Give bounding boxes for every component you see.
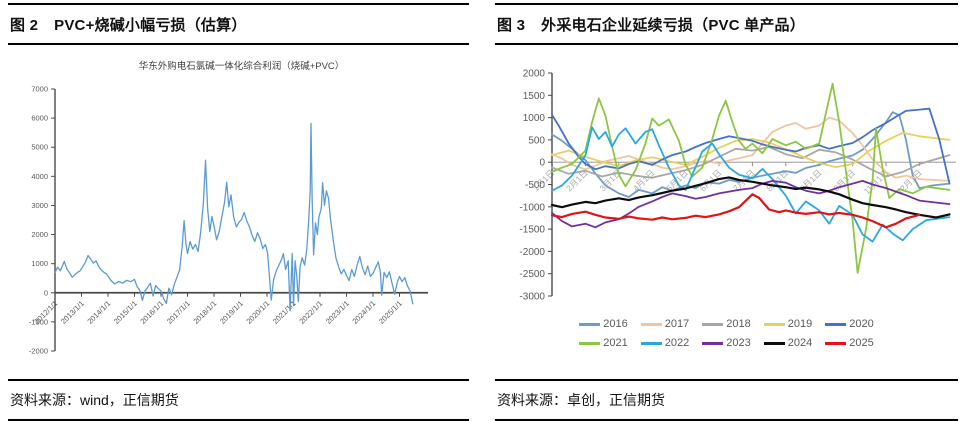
svg-text:-1000: -1000 <box>519 202 545 213</box>
figure2-source: 资料来源：wind，正信期货 <box>8 379 469 421</box>
svg-text:-500: -500 <box>525 180 545 191</box>
svg-text:2025/1/1: 2025/1/1 <box>377 299 404 326</box>
legend-label: 2021 <box>603 337 628 349</box>
svg-text:0: 0 <box>539 158 545 169</box>
svg-text:2024/1/1: 2024/1/1 <box>350 299 377 326</box>
legend-swatch <box>763 322 785 326</box>
legend-label: 2024 <box>787 337 813 349</box>
legend-swatch <box>763 341 785 345</box>
chlor-alkali-profit-line-chart: 华东外购电石氯碱一体化综合利润（烧碱+PVC） -2000 -1000 0 1000 20… <box>29 60 428 355</box>
legend-item-2025: 2025 <box>825 337 874 349</box>
legend-swatch <box>702 341 724 345</box>
svg-text:2019/1/1: 2019/1/1 <box>218 299 245 326</box>
svg-text:500: 500 <box>528 135 545 146</box>
figure3-title-row: 图 3 外采电石企业延续亏损（PVC 单产品） <box>495 3 958 45</box>
svg-text:6000: 6000 <box>31 114 48 123</box>
figure3-source: 资料来源：卓创，正信期货 <box>495 379 958 421</box>
svg-text:7000: 7000 <box>31 85 48 94</box>
pvc-single-product-loss-line-chart: -3000 -2500 -2000 -1500 -1000 -500 0 500 1000 150… <box>519 69 956 303</box>
svg-text:2000: 2000 <box>523 69 546 80</box>
legend-item-2018: 2018 <box>702 318 751 330</box>
svg-text:1500: 1500 <box>523 91 546 102</box>
legend-label: 2023 <box>726 337 751 349</box>
svg-text:2016/1/1: 2016/1/1 <box>138 299 165 326</box>
svg-text:-2000: -2000 <box>519 247 545 258</box>
legend-label: 2019 <box>787 318 813 330</box>
svg-text:3000: 3000 <box>31 201 48 210</box>
legend-item-2024: 2024 <box>763 337 813 349</box>
legend-item-2016: 2016 <box>579 318 628 330</box>
svg-text:华东外购电石氯碱一体化综合利润（烧碱+PVC）: 华东外购电石氯碱一体化综合利润（烧碱+PVC） <box>139 60 345 72</box>
svg-text:5000: 5000 <box>31 143 48 152</box>
svg-text:2015/1/1: 2015/1/1 <box>112 299 139 326</box>
figure2-number: 图 2 <box>10 17 39 34</box>
svg-text:-1000: -1000 <box>29 317 48 326</box>
legend-item-2022: 2022 <box>640 337 690 349</box>
svg-text:2017/1/1: 2017/1/1 <box>165 299 192 326</box>
legend-item-2017: 2017 <box>640 318 690 330</box>
legend-label: 2025 <box>849 337 874 349</box>
legend-label: 2018 <box>726 318 751 330</box>
figure2-panel: 图 2 PVC+烧碱小幅亏损（估算） 华东外购电石氯碱一体化综合利润（烧碱+PV… <box>0 3 483 421</box>
svg-text:2014/1/1: 2014/1/1 <box>85 299 112 326</box>
svg-text:2013/1/1: 2013/1/1 <box>59 299 86 326</box>
svg-text:2000: 2000 <box>31 230 48 239</box>
figure3-panel: 图 3 外采电石企业延续亏损（PVC 单产品） -3000 -2500 -2000-… <box>483 3 966 421</box>
svg-text:1000: 1000 <box>31 259 48 268</box>
legend-swatch <box>825 341 847 345</box>
legend-swatch <box>640 322 662 326</box>
legend-swatch <box>640 341 662 345</box>
legend-swatch <box>579 341 601 345</box>
svg-text:-3000: -3000 <box>519 292 545 302</box>
svg-text:2022/1/1: 2022/1/1 <box>297 299 324 326</box>
figure3-number: 图 3 <box>497 17 526 34</box>
figure2-title-row: 图 2 PVC+烧碱小幅亏损（估算） <box>8 3 469 45</box>
svg-text:4000: 4000 <box>31 172 48 181</box>
svg-text:-2000: -2000 <box>29 346 48 355</box>
legend-swatch <box>702 322 724 326</box>
svg-text:0: 0 <box>44 288 48 297</box>
svg-text:2020/1/1: 2020/1/1 <box>244 299 271 326</box>
figure3-chart-area: -3000 -2500 -2000 -1500 -1000 -500 0 500 1000 150… <box>495 45 958 379</box>
svg-text:2023/1/1: 2023/1/1 <box>324 299 351 326</box>
figure2-title: PVC+烧碱小幅亏损（估算） <box>54 17 247 34</box>
svg-text:1000: 1000 <box>523 113 546 124</box>
legend-label: 2016 <box>603 318 628 330</box>
figure2-chart-area: 华东外购电石氯碱一体化综合利润（烧碱+PVC） -2000 -1000 0 1000 20… <box>8 45 469 379</box>
legend-item-2023: 2023 <box>702 337 751 349</box>
legend-swatch <box>825 322 847 326</box>
legend-label: 2017 <box>664 318 690 330</box>
svg-text:2018/1/1: 2018/1/1 <box>191 299 218 326</box>
svg-text:6月1日: 6月1日 <box>698 168 724 194</box>
legend-item-2020: 2020 <box>825 318 874 330</box>
legend-item-2021: 2021 <box>579 337 628 349</box>
legend-label: 2022 <box>664 337 690 349</box>
legend-label: 2020 <box>849 318 874 330</box>
svg-text:-1500: -1500 <box>519 225 545 236</box>
year-legend: 2016 2017 2018 2019 2020 2021 2022 2023 2024 2025 <box>554 318 899 349</box>
legend-item-2019: 2019 <box>763 318 813 330</box>
figure3-title: 外采电石企业延续亏损（PVC 单产品） <box>541 17 805 34</box>
legend-swatch <box>579 322 601 326</box>
svg-text:-2500: -2500 <box>519 269 545 280</box>
